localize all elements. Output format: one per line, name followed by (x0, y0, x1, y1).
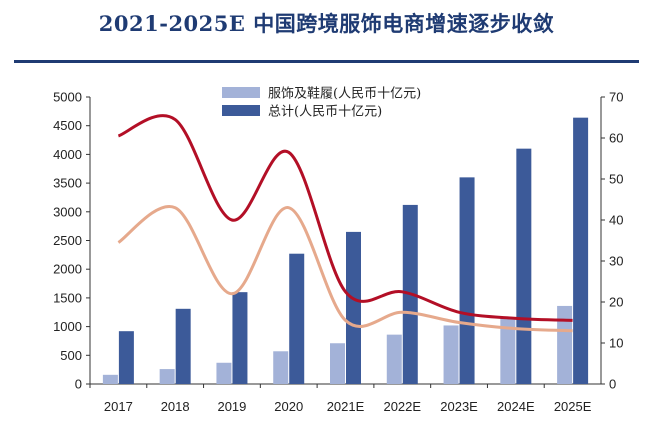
x-tick-label: 2025E (554, 399, 592, 414)
bar-total (459, 177, 475, 384)
left-tick-label: 3000 (53, 204, 82, 219)
bar-apparel (216, 362, 232, 384)
bar-apparel (500, 317, 516, 384)
x-tick-label: 2021E (327, 399, 365, 414)
bar-apparel (159, 369, 175, 384)
x-tick-label: 2019 (217, 399, 246, 414)
left-tick-label: 1500 (53, 290, 82, 305)
legend-label: 总计(人民币十亿元) (268, 105, 382, 120)
right-tick-label: 60 (609, 131, 623, 146)
chart-title: 2021-2025E 中国跨境服饰电商增速逐步收敛 (98, 11, 555, 36)
growth-line-total (117, 114, 573, 322)
right-tick-label: 50 (609, 172, 623, 187)
legend-label: 服饰及鞋履(人民币十亿元) (268, 86, 421, 102)
bar-total (118, 331, 134, 384)
x-tick-label: 2020 (274, 399, 303, 414)
x-tick-label: 2023E (440, 399, 478, 414)
x-tick-label: 2024E (497, 399, 535, 414)
bar-total (516, 148, 532, 384)
left-tick-label: 2500 (53, 233, 82, 248)
left-tick-label: 1000 (53, 319, 82, 334)
right-tick-label: 30 (609, 254, 623, 269)
left-tick-label: 5000 (53, 90, 82, 105)
left-tick-label: 4500 (53, 118, 82, 133)
bar-apparel (102, 374, 118, 384)
bar-apparel (443, 325, 459, 384)
right-tick-label: 40 (609, 213, 623, 228)
bar-apparel (557, 305, 573, 384)
bar-total (289, 253, 305, 384)
right-tick-label: 0 (609, 377, 616, 392)
x-tick-label: 2018 (161, 399, 190, 414)
left-tick-label: 0 (75, 377, 82, 392)
bar-apparel (273, 351, 289, 384)
x-tick-label: 2022E (383, 399, 421, 414)
right-tick-label: 10 (609, 336, 623, 351)
left-tick-label: 3500 (53, 176, 82, 191)
bar-total (175, 308, 191, 384)
x-tick-label: 2017 (104, 399, 133, 414)
left-tick-label: 4000 (53, 147, 82, 162)
right-tick-label: 70 (609, 90, 623, 105)
bar-apparel (330, 343, 345, 384)
growth-line-apparel (117, 204, 573, 333)
bar-apparel (386, 334, 402, 384)
bar-total (573, 117, 589, 384)
legend-swatch (222, 105, 260, 116)
left-tick-label: 500 (60, 348, 82, 363)
bar-total (346, 231, 361, 384)
title-rule (14, 60, 639, 63)
legend-swatch (222, 87, 260, 98)
left-tick-label: 2000 (53, 262, 82, 277)
right-tick-label: 20 (609, 295, 623, 310)
bar-total (232, 292, 248, 384)
